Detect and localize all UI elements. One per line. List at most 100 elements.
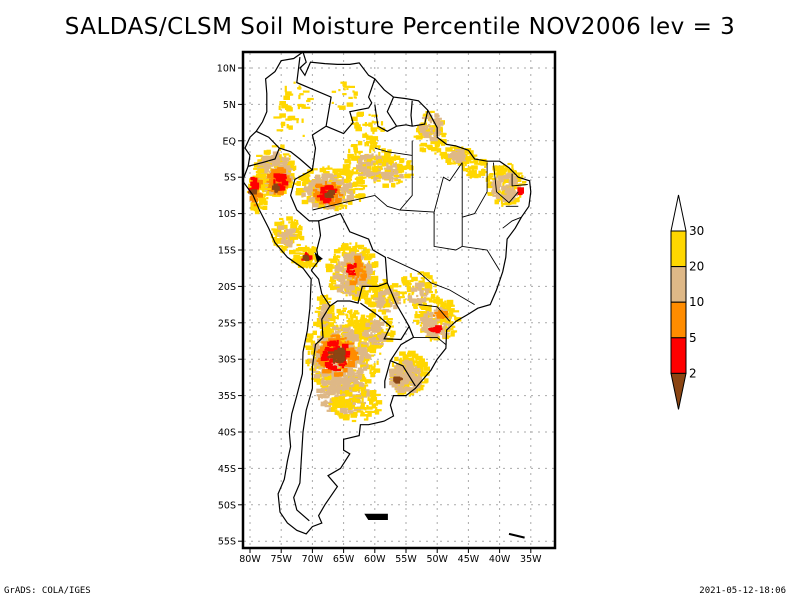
shading-cell-10-20 <box>429 127 431 129</box>
lat-tick-label: 30S <box>218 355 236 366</box>
shading-cell-20-30 <box>274 222 278 224</box>
shading-cell-10-20 <box>437 121 439 125</box>
shading-cell-20-30 <box>346 392 353 396</box>
shading-cell-20-30 <box>469 170 471 174</box>
shading-cell-10-20 <box>378 293 382 297</box>
shading-cell-<2 <box>329 356 336 358</box>
shading-cell-10-20 <box>380 302 384 306</box>
shading-cell-10-20 <box>338 266 340 270</box>
shading-cell-20-30 <box>334 254 336 258</box>
shading-cell-20-30 <box>511 164 513 168</box>
lat-tick-label: 5N <box>223 100 236 111</box>
shading-cell-20-30 <box>377 361 379 365</box>
shading-cell-2-5 <box>436 329 438 331</box>
shading-cell-20-30 <box>273 116 280 118</box>
shading-cell-20-30 <box>403 276 407 280</box>
shading-cell-10-20 <box>406 362 413 366</box>
shading-cell-10-20 <box>357 281 361 285</box>
lon-tick-label: 55W <box>395 554 417 565</box>
shading-cell-20-30 <box>316 325 320 327</box>
shading-cell-20-30 <box>362 124 369 126</box>
shading-cell-20-30 <box>441 133 445 137</box>
shading-cell-10-20 <box>349 334 353 336</box>
shading-cell-20-30 <box>367 253 369 255</box>
shading-cell-2-5 <box>253 180 255 184</box>
shading-cell-10-20 <box>395 388 402 390</box>
shading-cell-2-5 <box>517 187 524 191</box>
shading-cell-10-20 <box>386 165 393 169</box>
lon-tick-label: 50W <box>426 554 448 565</box>
shading-cell-20-30 <box>307 364 309 366</box>
shading-cell-20-30 <box>448 302 452 306</box>
shading-cell-20-30 <box>348 149 350 153</box>
shading-cell-20-30 <box>371 125 373 129</box>
shading-cell-20-30 <box>345 415 349 419</box>
shading-cell-10-20 <box>338 261 340 265</box>
shading-cell-20-30 <box>394 357 398 361</box>
shading-cell-20-30 <box>350 321 352 323</box>
colorbar-label: 30 <box>689 224 704 238</box>
shading-cell-20-30 <box>289 125 293 129</box>
shading-cell-2-5 <box>333 367 335 371</box>
shading-cell-2-5 <box>324 349 326 351</box>
shading-cell-20-30 <box>298 226 302 230</box>
shading-cell-20-30 <box>398 296 405 298</box>
shading-cell-10-20 <box>286 168 293 170</box>
shading-cell-20-30 <box>449 311 453 315</box>
shading-cell-20-30 <box>333 261 337 263</box>
shading-cell-10-20 <box>394 365 398 367</box>
shading-cell-20-30 <box>369 149 371 153</box>
shading-cell-10-20 <box>316 389 323 393</box>
shading-cell-10-20 <box>350 278 352 280</box>
shading-cell-10-20 <box>367 169 369 171</box>
shading-cell-20-30 <box>359 113 363 115</box>
shading-cell-10-20 <box>429 319 431 321</box>
shading-cell-10-20 <box>322 304 329 308</box>
shading-cell-10-20 <box>351 378 355 382</box>
shading-cell-10-20 <box>433 134 440 136</box>
shading-cell-20-30 <box>372 136 379 140</box>
latitude-axis: 10N5NEQ5S10S15S20S25S30S35S40S45S50S55S <box>217 64 243 548</box>
shading-cell-20-30 <box>346 294 348 296</box>
shading-cell-5-10 <box>350 281 357 285</box>
shading-cell-10-20 <box>371 172 378 174</box>
shading-cell-20-30 <box>419 311 426 313</box>
shading-cell-2-5 <box>280 186 282 190</box>
shading-cell-20-30 <box>369 398 371 400</box>
shading-cell-10-20 <box>323 384 327 386</box>
shading-cell-2-5 <box>428 328 435 330</box>
shading-cell-20-30 <box>403 299 405 303</box>
shading-cell-10-20 <box>363 172 365 176</box>
shading-cell-20-30 <box>368 257 372 259</box>
lon-tick-label: 75W <box>270 554 292 565</box>
shading-cell-20-30 <box>372 390 376 392</box>
shading-cell-20-30 <box>362 397 364 401</box>
shading-cell-10-20 <box>341 268 343 270</box>
shading-cell-10-20 <box>501 178 503 182</box>
shading-cell-5-10 <box>338 198 340 202</box>
lat-tick-label: 10S <box>218 209 236 220</box>
shading-cell-2-5 <box>327 342 334 346</box>
shading-cell-10-20 <box>288 238 290 240</box>
shading-cell-20-30 <box>495 200 499 204</box>
shading-cell-20-30 <box>359 333 361 335</box>
shading-cell-20-30 <box>364 418 368 420</box>
shading-cell-20-30 <box>412 393 414 395</box>
shading-cell-5-10 <box>437 314 444 318</box>
shading-cell-20-30 <box>329 377 331 379</box>
shading-cell-20-30 <box>344 244 348 246</box>
shading-cell-20-30 <box>285 90 287 92</box>
shading-cell-5-10 <box>313 189 317 191</box>
shading-cell-10-20 <box>426 291 428 295</box>
shading-cell-20-30 <box>465 162 467 166</box>
shading-cell-20-30 <box>357 250 359 252</box>
shading-cell-20-30 <box>347 102 354 106</box>
shading-cell-20-30 <box>303 135 305 137</box>
shading-cell-10-20 <box>342 178 344 182</box>
lat-tick-label: 25S <box>218 318 236 329</box>
shading-cell-5-10 <box>271 169 275 173</box>
shading-cell-10-20 <box>340 387 344 389</box>
shading-cell-20-30 <box>348 154 352 158</box>
shading-cell-20-30 <box>296 220 298 224</box>
shading-cell-20-30 <box>327 322 334 326</box>
